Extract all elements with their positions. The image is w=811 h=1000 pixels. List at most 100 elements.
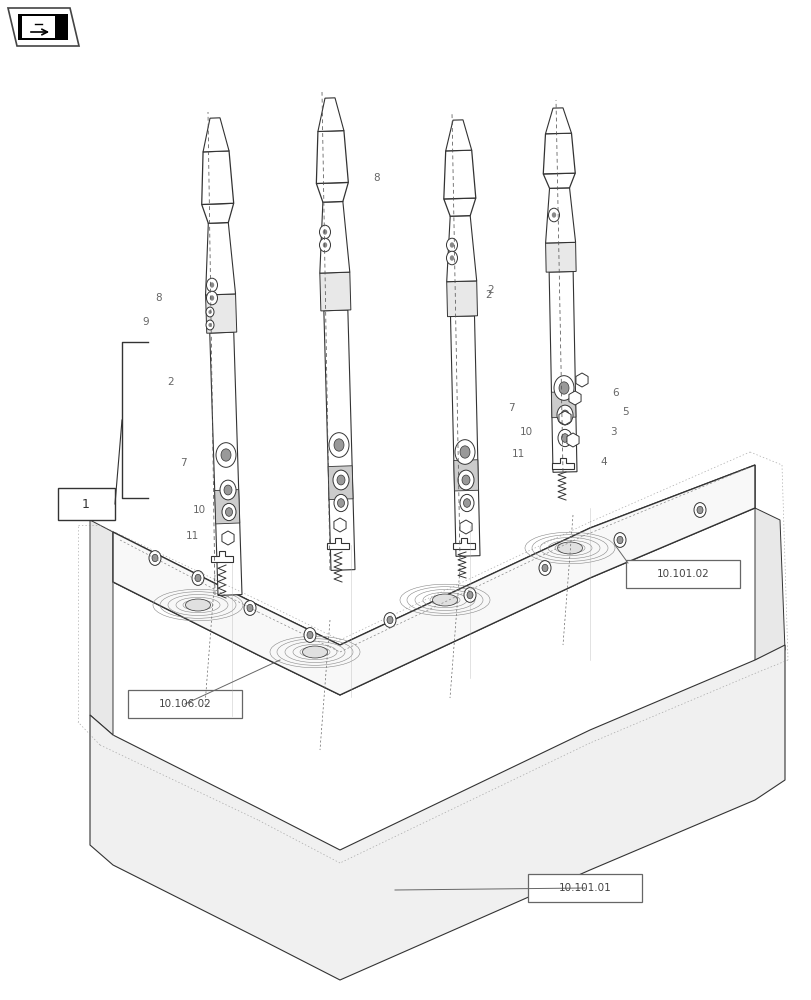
Circle shape [561,434,568,442]
Polygon shape [450,316,479,556]
Circle shape [466,591,473,599]
Ellipse shape [185,599,210,611]
Polygon shape [203,118,229,152]
Ellipse shape [303,646,327,658]
Circle shape [148,551,161,565]
Circle shape [560,410,569,420]
Circle shape [541,564,547,572]
Text: 7: 7 [508,403,514,413]
Circle shape [243,601,255,615]
Circle shape [206,278,217,292]
Polygon shape [22,16,55,38]
Text: 8: 8 [372,173,380,183]
Circle shape [191,571,204,585]
Polygon shape [551,458,573,469]
Polygon shape [754,508,784,660]
Circle shape [216,443,236,467]
FancyBboxPatch shape [624,560,740,588]
Circle shape [463,499,470,507]
Circle shape [553,376,573,400]
Text: 6: 6 [611,388,618,398]
Polygon shape [320,272,350,311]
Circle shape [328,433,349,457]
Circle shape [384,613,396,627]
Text: 2: 2 [167,377,174,387]
Polygon shape [205,223,235,295]
Circle shape [446,238,457,252]
Circle shape [463,588,475,602]
Circle shape [333,470,349,490]
Polygon shape [221,531,234,545]
Polygon shape [90,645,784,980]
FancyBboxPatch shape [58,488,115,520]
Circle shape [206,291,217,305]
Circle shape [221,449,230,461]
Circle shape [221,503,236,521]
Circle shape [333,494,348,512]
Circle shape [446,251,457,265]
Circle shape [319,225,330,239]
Polygon shape [551,392,575,418]
Circle shape [209,282,214,288]
Polygon shape [201,203,234,223]
Circle shape [460,494,474,512]
Polygon shape [566,433,578,447]
Polygon shape [201,151,234,204]
Circle shape [387,616,393,624]
Circle shape [307,631,312,639]
Circle shape [152,554,158,562]
Text: 11: 11 [512,449,525,459]
Circle shape [454,440,474,464]
Polygon shape [320,202,350,273]
Circle shape [696,506,702,514]
Polygon shape [543,173,574,188]
Circle shape [693,503,705,517]
Text: 9: 9 [142,317,148,327]
Circle shape [457,470,474,490]
Circle shape [209,295,214,301]
Text: 10.106.02: 10.106.02 [158,699,211,709]
Circle shape [337,475,345,485]
Circle shape [220,480,236,500]
Polygon shape [205,294,237,333]
Polygon shape [446,281,477,317]
Circle shape [206,307,214,317]
Circle shape [539,561,551,575]
Text: 11: 11 [186,531,199,541]
Circle shape [460,446,470,458]
Circle shape [557,429,571,447]
Text: 2: 2 [487,285,493,295]
Ellipse shape [557,542,581,554]
Circle shape [556,405,573,425]
Polygon shape [545,188,575,243]
Circle shape [558,382,569,394]
Polygon shape [324,310,354,570]
Polygon shape [328,466,353,500]
Text: 10: 10 [519,427,533,437]
Text: 10.101.02: 10.101.02 [656,569,709,579]
Polygon shape [327,538,349,549]
Polygon shape [453,538,474,549]
Circle shape [333,439,344,451]
Circle shape [323,229,327,235]
Polygon shape [545,108,571,134]
Circle shape [206,320,214,330]
Polygon shape [459,520,471,534]
Polygon shape [444,150,475,199]
Polygon shape [8,8,79,46]
Polygon shape [211,551,233,562]
Circle shape [319,238,330,252]
Text: 3: 3 [609,427,616,437]
Polygon shape [548,272,577,472]
Circle shape [225,508,232,516]
Text: 5: 5 [621,407,628,417]
Polygon shape [209,332,242,595]
Polygon shape [445,120,471,151]
Text: 10.101.01: 10.101.01 [558,883,611,893]
Text: 4: 4 [599,457,606,467]
Polygon shape [444,198,475,216]
Polygon shape [113,465,754,695]
Circle shape [461,475,470,485]
Circle shape [551,212,556,218]
Text: 10: 10 [193,505,206,515]
